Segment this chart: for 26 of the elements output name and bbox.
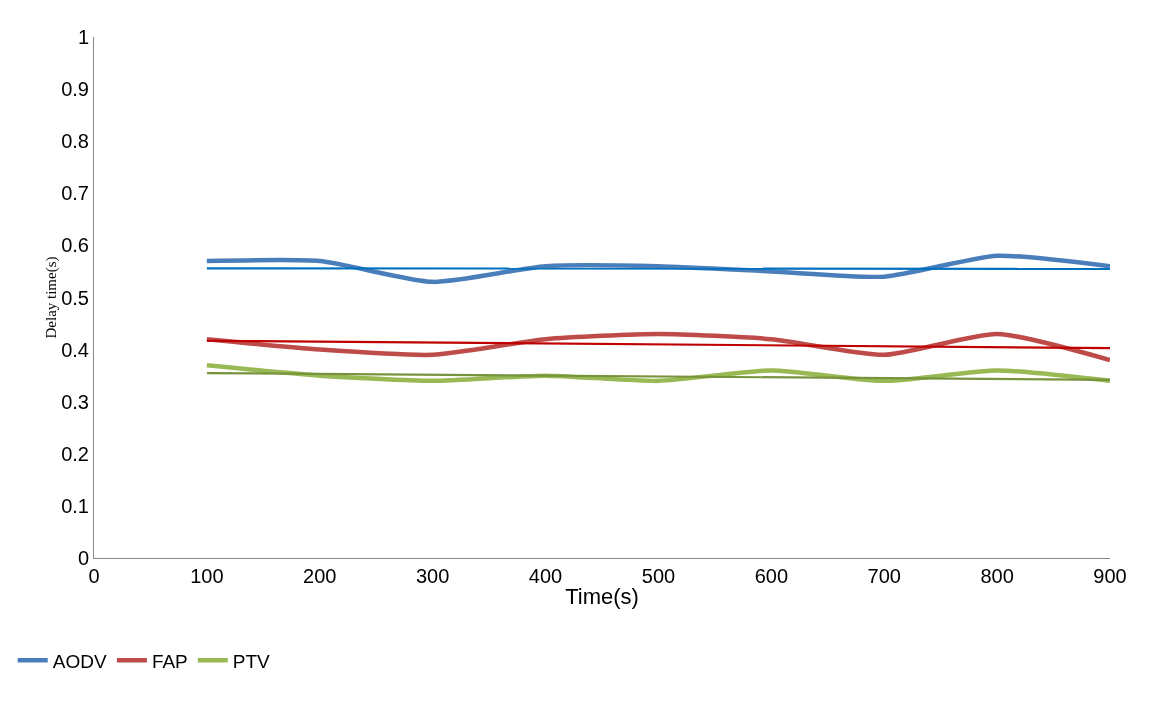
x-tick-label: 800	[980, 565, 1014, 587]
y-tick-label: 0	[77, 547, 89, 569]
y-axis-title: Delay time(s)	[43, 256, 61, 339]
legend-label: PTV	[232, 650, 271, 672]
x-tick-label: 400	[528, 565, 563, 587]
legend-label: AODV	[52, 650, 107, 672]
y-tick-label: 0.5	[61, 286, 89, 309]
x-tick-label: 500	[641, 565, 676, 587]
x-tick-label: 900	[1093, 565, 1127, 587]
y-tick-label: 0.9	[61, 78, 89, 101]
y-tick-label: 0.1	[61, 494, 89, 517]
x-tick-label: 600	[754, 565, 789, 587]
x-tick-label: 700	[867, 565, 901, 587]
line-series	[204, 331, 1110, 363]
x-tick-label: 300	[415, 565, 450, 587]
y-tick-label: 0.2	[61, 442, 89, 465]
y-tick-label: 0.3	[61, 390, 89, 413]
y-tick-label: 0.8	[61, 130, 89, 153]
y-tick-label: 1	[77, 26, 89, 48]
x-tick-label: 200	[303, 565, 337, 587]
y-tick-label: 0.6	[61, 234, 89, 257]
x-tick-label: 100	[190, 565, 224, 587]
y-tick-label: 0.4	[61, 338, 89, 361]
y-tick-label: 0.7	[61, 182, 89, 205]
legend-label: FAP	[151, 650, 188, 672]
x-axis-title: Time(s)	[565, 583, 639, 609]
